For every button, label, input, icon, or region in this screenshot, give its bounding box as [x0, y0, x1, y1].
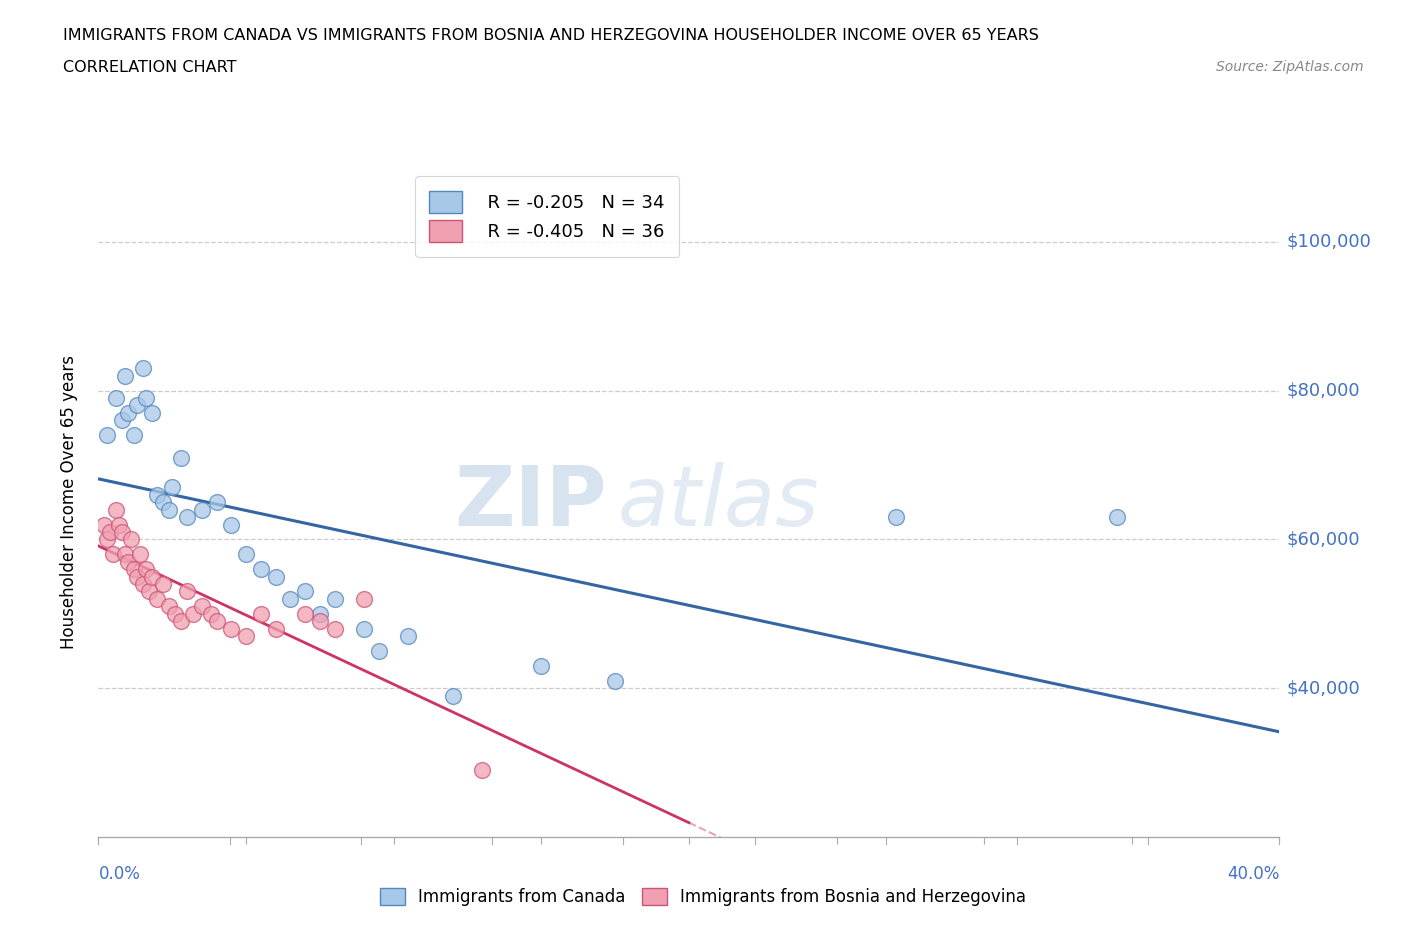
Point: [111, 413, 134, 428]
Point: [884, 510, 907, 525]
Legend: Immigrants from Canada, Immigrants from Bosnia and Herzegovina: Immigrants from Canada, Immigrants from …: [373, 881, 1033, 912]
Point: [471, 763, 494, 777]
Point: [114, 547, 136, 562]
Point: [141, 405, 163, 420]
Text: 40.0%: 40.0%: [1227, 865, 1279, 883]
Point: [235, 547, 257, 562]
Point: [165, 606, 187, 621]
Point: [152, 577, 174, 591]
Point: [120, 532, 142, 547]
Point: [152, 495, 174, 510]
Point: [122, 562, 145, 577]
Point: [103, 547, 125, 562]
Point: [605, 673, 627, 688]
Point: [368, 644, 391, 658]
Point: [250, 606, 273, 621]
Point: [353, 621, 375, 636]
Text: $80,000: $80,000: [1286, 381, 1360, 400]
Point: [146, 591, 169, 606]
Point: [122, 428, 145, 443]
Point: [98, 525, 121, 539]
Point: [105, 502, 128, 517]
Text: CORRELATION CHART: CORRELATION CHART: [63, 60, 236, 75]
Point: [191, 502, 214, 517]
Text: IMMIGRANTS FROM CANADA VS IMMIGRANTS FROM BOSNIA AND HERZEGOVINA HOUSEHOLDER INC: IMMIGRANTS FROM CANADA VS IMMIGRANTS FRO…: [63, 28, 1039, 43]
Point: [200, 606, 222, 621]
Point: [441, 688, 464, 703]
Point: [125, 398, 148, 413]
Point: [205, 614, 228, 629]
Point: [181, 606, 204, 621]
Point: [219, 517, 242, 532]
Point: [191, 599, 214, 614]
Point: [157, 599, 180, 614]
Point: [323, 591, 346, 606]
Point: [125, 569, 148, 584]
Point: [117, 554, 139, 569]
Point: [278, 591, 302, 606]
Point: [157, 502, 180, 517]
Point: [264, 621, 287, 636]
Point: [132, 577, 155, 591]
Point: [235, 629, 257, 644]
Point: [93, 517, 115, 532]
Text: atlas: atlas: [619, 461, 820, 543]
Point: [353, 591, 375, 606]
Point: [323, 621, 346, 636]
Point: [530, 658, 553, 673]
Text: $100,000: $100,000: [1286, 232, 1371, 251]
Point: [135, 391, 157, 405]
Point: [105, 391, 128, 405]
Point: [96, 428, 118, 443]
Point: [219, 621, 242, 636]
Point: [309, 606, 332, 621]
Legend:   R = -0.205   N = 34,   R = -0.405   N = 36: R = -0.205 N = 34, R = -0.405 N = 36: [415, 177, 679, 257]
Point: [170, 614, 193, 629]
Point: [114, 368, 136, 383]
Point: [111, 525, 134, 539]
Point: [294, 584, 316, 599]
Text: ZIP: ZIP: [454, 461, 606, 543]
Point: [396, 629, 419, 644]
Point: [138, 584, 160, 599]
Point: [250, 562, 273, 577]
Point: [264, 569, 287, 584]
Point: [117, 405, 139, 420]
Point: [128, 547, 150, 562]
Point: [162, 480, 183, 495]
Text: $40,000: $40,000: [1286, 679, 1360, 698]
Text: Source: ZipAtlas.com: Source: ZipAtlas.com: [1216, 60, 1364, 74]
Y-axis label: Householder Income Over 65 years: Householder Income Over 65 years: [59, 355, 77, 649]
Point: [176, 510, 198, 525]
Point: [108, 517, 131, 532]
Point: [141, 569, 163, 584]
Point: [170, 450, 193, 465]
Point: [309, 614, 332, 629]
Point: [132, 361, 155, 376]
Point: [176, 584, 198, 599]
Point: [1105, 510, 1128, 525]
Point: [146, 487, 169, 502]
Point: [205, 495, 228, 510]
Point: [294, 606, 316, 621]
Point: [96, 532, 118, 547]
Point: [135, 562, 157, 577]
Text: 0.0%: 0.0%: [98, 865, 141, 883]
Text: $60,000: $60,000: [1286, 530, 1360, 549]
